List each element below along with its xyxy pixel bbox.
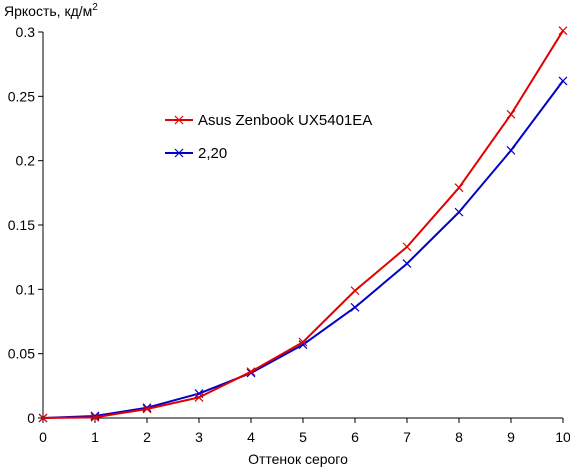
x-tick-label: 0 <box>39 429 47 445</box>
y-tick-label: 0.05 <box>8 346 35 362</box>
y-axis-title-text: Яркость, кд/м <box>4 3 92 19</box>
x-tick-label: 9 <box>507 429 515 445</box>
x-tick-label: 8 <box>455 429 463 445</box>
series-2-point <box>90 411 100 421</box>
series-1-point <box>90 412 100 422</box>
legend-marker-icon <box>174 148 184 158</box>
x-ticks: 0 1 2 3 4 5 6 7 8 9 10 <box>39 418 570 445</box>
x-tick-label: 10 <box>555 429 570 445</box>
series-1-point <box>142 404 152 414</box>
series-1-point <box>246 367 256 377</box>
legend-marker-icon <box>174 115 184 125</box>
x-tick-label: 3 <box>195 429 203 445</box>
series-1-point <box>454 183 464 193</box>
series-1-point <box>298 337 308 347</box>
x-tick-label: 1 <box>91 429 99 445</box>
x-tick-label: 2 <box>143 429 151 445</box>
series-2-point <box>350 302 360 312</box>
y-tick-label: 0.2 <box>16 153 36 169</box>
series-1-point <box>402 242 412 252</box>
y-tick-label: 0.3 <box>16 24 36 40</box>
series-2-point <box>454 207 464 217</box>
legend: Asus Zenbook UX5401EA 2,20 <box>165 112 372 162</box>
series-line-2 <box>42 80 564 419</box>
series-1-point <box>506 109 516 119</box>
x-tick-label: 7 <box>403 429 411 445</box>
x-axis-title: Оттенок серого <box>248 451 348 467</box>
y-tick-label: 0.1 <box>16 281 36 297</box>
series-2-point <box>506 145 516 155</box>
y-axis-title: Яркость, кд/м2 <box>4 2 98 19</box>
y-ticks: 0 0.05 0.1 0.15 0.2 0.25 0.3 <box>8 24 43 426</box>
y-axis-title-superscript: 2 <box>92 2 98 13</box>
legend-label-1: Asus Zenbook UX5401EA <box>198 112 372 129</box>
x-tick-label: 4 <box>247 429 255 445</box>
y-tick-label: 0 <box>27 410 35 426</box>
legend-label-2: 2,20 <box>198 145 227 162</box>
series-1-point <box>38 413 48 423</box>
x-tick-label: 6 <box>351 429 359 445</box>
series-2-point <box>558 76 568 86</box>
series-1-point <box>194 392 204 402</box>
x-tick-label: 5 <box>299 429 307 445</box>
y-tick-label: 0.25 <box>8 88 35 104</box>
series-2-point <box>298 340 308 350</box>
series-1-point <box>558 26 568 36</box>
series-layer <box>38 26 568 423</box>
y-tick-label: 0.15 <box>8 217 35 233</box>
series-2-point <box>402 259 412 269</box>
series-line-1 <box>42 30 564 419</box>
series-1-point <box>350 286 360 296</box>
